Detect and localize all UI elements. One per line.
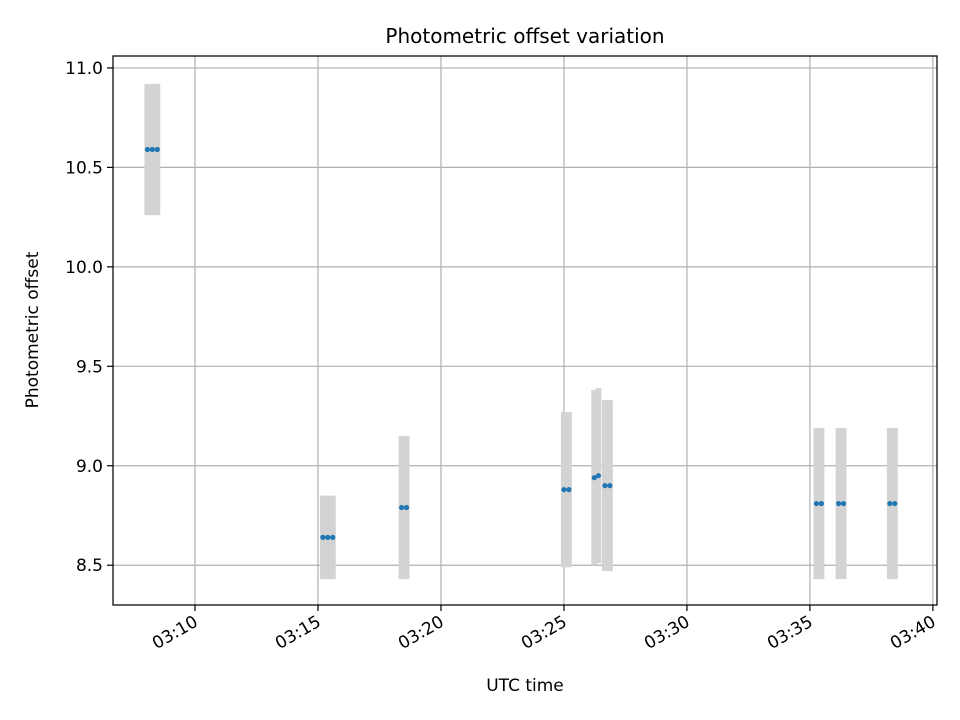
data-point bbox=[325, 534, 331, 540]
data-point bbox=[607, 483, 613, 489]
x-axis-label: UTC time bbox=[486, 676, 564, 696]
data-point bbox=[887, 500, 893, 507]
y-tick-label: 10.5 bbox=[65, 158, 103, 178]
y-tick-label: 8.5 bbox=[76, 556, 103, 576]
y-axis-label: Photometric offset bbox=[23, 251, 43, 408]
data-point bbox=[818, 500, 824, 507]
y-tick-label: 9.5 bbox=[76, 357, 103, 377]
data-point bbox=[602, 483, 608, 489]
data-point bbox=[595, 473, 601, 479]
data-point bbox=[840, 500, 847, 507]
data-point bbox=[813, 500, 820, 507]
data-point bbox=[403, 504, 410, 511]
grid bbox=[113, 56, 937, 605]
data-point bbox=[591, 475, 597, 481]
data-point bbox=[330, 534, 336, 540]
y-tick-label: 9.0 bbox=[76, 457, 103, 477]
plot-frame bbox=[112, 55, 938, 606]
y-axis-ticks: 8.5 9.0 9.5 10.0 10.5 11.0 bbox=[65, 59, 113, 576]
y-tick-label: 11.0 bbox=[65, 59, 103, 79]
data-point bbox=[566, 487, 572, 493]
chart-title: Photometric offset variation bbox=[385, 24, 664, 48]
data-point bbox=[154, 146, 160, 153]
data-point bbox=[149, 146, 155, 153]
data-point bbox=[561, 487, 567, 493]
data-point bbox=[399, 504, 405, 511]
data-points bbox=[144, 146, 898, 540]
y-tick-label: 10.0 bbox=[65, 258, 103, 278]
data-point bbox=[320, 534, 326, 540]
data-point bbox=[144, 146, 151, 153]
data-point bbox=[836, 500, 842, 507]
data-point bbox=[892, 500, 898, 507]
